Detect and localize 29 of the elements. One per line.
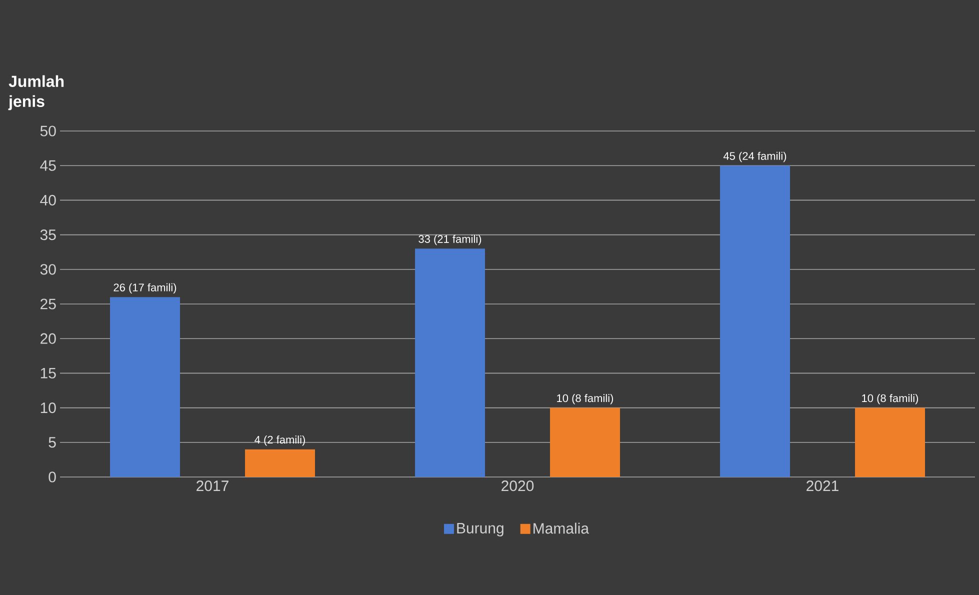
data-label: 26 (17 famili) xyxy=(114,283,176,294)
bar xyxy=(720,166,790,477)
bar xyxy=(110,297,180,477)
y-tick-label: 20 xyxy=(40,333,56,344)
bar xyxy=(855,408,926,477)
data-label: 33 (21 famili) xyxy=(418,234,482,246)
data-label: 10 (8 famili) xyxy=(557,394,614,404)
bar xyxy=(550,408,620,477)
y-tick-label: 25 xyxy=(40,298,56,310)
data-label: 45 (24 famili) xyxy=(723,152,786,162)
y-tick-label: 5 xyxy=(48,437,56,448)
y-axis-title: Jumlah jenis xyxy=(8,75,64,110)
x-tick-label: 2021 xyxy=(806,480,838,492)
y-tick-label: 45 xyxy=(40,160,56,171)
y-tick-label: 10 xyxy=(40,402,56,414)
y-tick-label: 35 xyxy=(40,229,56,240)
y-tick-label: 50 xyxy=(40,126,56,136)
legend-label: Burung xyxy=(457,522,504,536)
x-tick-label: 2017 xyxy=(196,480,228,492)
y-tick-label: 15 xyxy=(40,368,56,378)
bar xyxy=(415,248,486,477)
y-tick-label: 40 xyxy=(40,194,56,206)
bar xyxy=(245,449,316,477)
y-tick-label: 0 xyxy=(48,472,56,482)
data-label: 10 (8 famili) xyxy=(862,394,918,404)
data-label: 4 (2 famili) xyxy=(254,436,305,446)
y-tick-label: 30 xyxy=(40,264,56,275)
legend-label: Mamalia xyxy=(534,522,590,534)
x-tick-label: 2020 xyxy=(502,480,534,492)
